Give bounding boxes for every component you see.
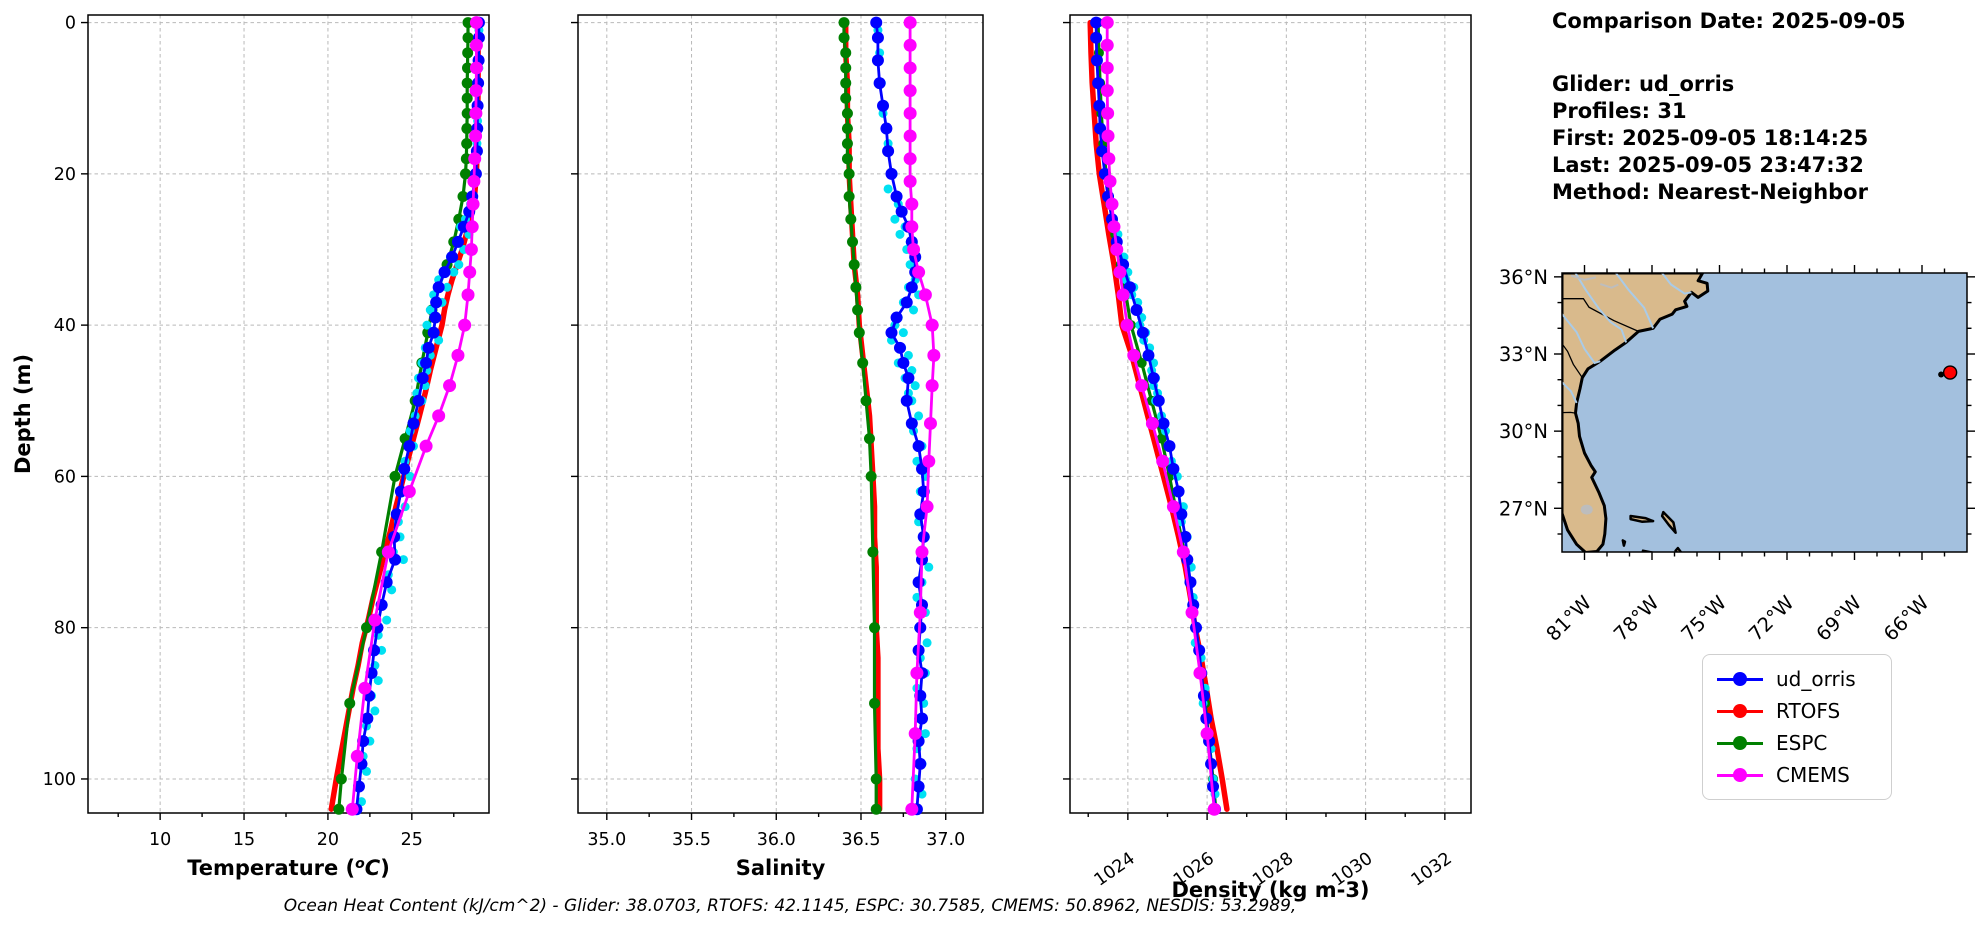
temperature-x-tick-label: 10 xyxy=(149,830,171,850)
map-lon-tick-label: 69°W xyxy=(1812,591,1866,645)
comparison-date-text: Comparison Date: 2025-09-05 xyxy=(1552,9,1906,33)
profiles-count-text: Profiles: 31 xyxy=(1552,99,1687,123)
info-block: Comparison Date: 2025-09-05 Glider: ud_o… xyxy=(1552,8,1906,206)
map-lon-tick-label: 75°W xyxy=(1677,591,1731,645)
map-island xyxy=(1629,514,1655,523)
map-lat-tick-label: 36°N xyxy=(1499,266,1548,289)
temperature-x-tick-label: 20 xyxy=(317,830,339,850)
salinity-x-tick-label: 35.0 xyxy=(587,830,626,850)
legend-marker-rtofs xyxy=(1733,704,1747,718)
map-lon-tick-label: 78°W xyxy=(1609,591,1663,645)
map-lake-okeechobee xyxy=(1580,504,1593,515)
map-state-border xyxy=(1562,411,1576,414)
legend-line-cmems xyxy=(1717,768,1763,782)
map-lat-tick-label: 27°N xyxy=(1499,497,1548,520)
depth-axis-label: Depth (m) xyxy=(11,354,35,474)
map-lon-tick-label: 66°W xyxy=(1879,591,1933,645)
legend-item-cmems: CMEMS xyxy=(1703,759,1891,791)
map-river xyxy=(1615,273,1655,329)
map-land-coastline xyxy=(1562,273,1710,552)
glider-track-dot xyxy=(1938,371,1945,378)
legend-item-rtofs: RTOFS xyxy=(1703,695,1891,727)
legend-line-espc xyxy=(1717,736,1763,750)
glider-name-text: Glider: ud_orris xyxy=(1552,72,1735,96)
density-x-tick-label: 1032 xyxy=(1408,849,1456,891)
legend-label-cmems: CMEMS xyxy=(1776,763,1850,787)
map-lon-tick-label: 81°W xyxy=(1542,591,1596,645)
map-island xyxy=(1674,546,1683,552)
cmems-temperature-series xyxy=(345,16,483,816)
legend-line-ud-orris xyxy=(1717,672,1763,686)
depth-tick-label: 0 xyxy=(65,14,76,34)
map-state-border xyxy=(1562,298,1639,332)
legend-label-espc: ESPC xyxy=(1776,731,1828,755)
map-river xyxy=(1562,313,1601,365)
temperature-axis-label: Temperature (oC) xyxy=(187,856,390,880)
map-gray-stream xyxy=(1599,283,1619,289)
density-axis-label: Density (kg m-3) xyxy=(1171,878,1369,902)
map-river xyxy=(1562,381,1578,404)
salinity-plot: 35.0 35.5 36.0 36.5 37.0 Salinity xyxy=(571,14,984,880)
map-island xyxy=(1660,510,1677,534)
legend: ud_orris RTOFS ESPC CMEMS xyxy=(1702,654,1892,800)
ocean-heat-content-caption: Ocean Heat Content (kJ/cm^2) - Glider: 3… xyxy=(283,896,1297,916)
salinity-x-tick-label: 36.0 xyxy=(757,830,796,850)
salinity-axis-label: Salinity xyxy=(736,856,826,880)
ud_orris-salinity-series xyxy=(870,16,930,816)
salinity-x-tick-label: 36.5 xyxy=(842,830,881,850)
glider-position-marker xyxy=(1942,365,1958,380)
legend-label-ud-orris: ud_orris xyxy=(1776,667,1856,691)
map-river xyxy=(1574,273,1628,343)
legend-marker-cmems xyxy=(1733,768,1747,782)
salinity-frame xyxy=(577,14,984,814)
salinity-x-tick-label: 37.0 xyxy=(926,830,965,850)
depth-tick-label: 40 xyxy=(54,316,76,336)
depth-tick-label: 20 xyxy=(54,165,76,185)
salinity-x-tick-label: 35.5 xyxy=(672,830,711,850)
map-state-border xyxy=(1562,343,1583,379)
map-lat-tick-label: 30°N xyxy=(1499,420,1548,443)
map-lon-tick-label: 72°W xyxy=(1744,591,1798,645)
density-frame xyxy=(1069,14,1472,814)
depth-tick-label: 80 xyxy=(54,619,76,639)
map-lat-tick-label: 33°N xyxy=(1499,343,1548,366)
map-island xyxy=(1621,539,1627,547)
temperature-x-tick-label: 25 xyxy=(401,830,423,850)
legend-item-espc: ESPC xyxy=(1703,727,1891,759)
legend-marker-espc xyxy=(1733,736,1747,750)
temperature-x-tick-label: 15 xyxy=(233,830,255,850)
method-text: Method: Nearest-Neighbor xyxy=(1552,180,1868,204)
location-map: 36°N 33°N 30°N 27°N 81°W 78°W 75°W 72°W 69°W 66°W xyxy=(1499,265,1975,646)
temperature-frame xyxy=(87,14,490,814)
map-gray-stream xyxy=(1570,274,1597,281)
cmems-salinity-series xyxy=(903,16,941,816)
espc-salinity-series xyxy=(838,17,882,815)
last-profile-time-text: Last: 2025-09-05 23:47:32 xyxy=(1552,153,1864,177)
cmems-density-series xyxy=(1100,16,1221,816)
depth-tick-label: 60 xyxy=(54,467,76,487)
legend-line-rtofs xyxy=(1717,704,1763,718)
map-river xyxy=(1661,273,1692,295)
legend-item-ud-orris: ud_orris xyxy=(1703,663,1891,695)
depth-tick-label: 100 xyxy=(43,770,76,790)
legend-marker-ud-orris xyxy=(1733,672,1747,686)
density-x-tick-label: 1024 xyxy=(1091,849,1139,891)
temperature-plot: 10 15 20 25 0 20 40 60 80 100 Temperature (oC) xyxy=(43,14,490,880)
legend-label-rtofs: RTOFS xyxy=(1776,699,1841,723)
first-profile-time-text: First: 2025-09-05 18:14:25 xyxy=(1552,126,1869,150)
